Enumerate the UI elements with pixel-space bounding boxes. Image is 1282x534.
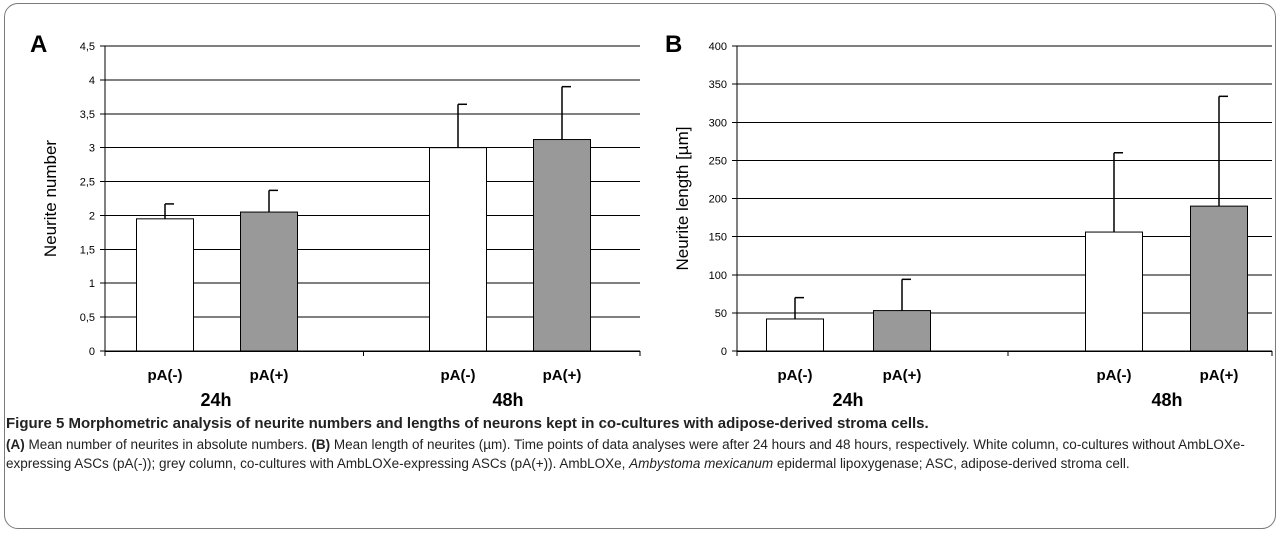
panel-label: A — [30, 31, 47, 58]
figure-frame — [4, 3, 1276, 529]
x-category-label: pA(-) — [1097, 367, 1132, 384]
x-group-label: 24h — [200, 390, 231, 410]
y-axis-label: Neurite length [µm] — [673, 127, 692, 271]
y-tick-label: 200 — [709, 194, 727, 206]
bar-pa-minus — [429, 147, 487, 352]
bar-pa-plus — [1190, 205, 1248, 352]
y-tick-label: 0 — [89, 346, 95, 358]
y-tick-label: 2 — [89, 210, 95, 222]
x-category-label: pA(-) — [148, 367, 183, 384]
caption-tail: epidermal lipoxygenase; ASC, adipose-der… — [773, 456, 1130, 471]
y-tick-label: 100 — [709, 270, 727, 282]
y-tick-label: 250 — [709, 155, 727, 167]
y-axis-label: Neurite number — [41, 140, 60, 258]
panel-b: B 0 50 100 150 200 250 300 350 400 Neurite length … — [665, 31, 1273, 410]
y-tick-label: 1 — [89, 278, 95, 290]
y-tick-label: 1,5 — [80, 244, 95, 256]
bar-pa-plus — [873, 310, 931, 352]
y-tick-label: 400 — [709, 41, 727, 53]
y-tick-label: 4,5 — [80, 41, 95, 53]
bar-pa-minus — [1085, 231, 1143, 352]
bar-pa-plus — [533, 139, 591, 352]
y-tick-label: 4 — [89, 75, 95, 87]
bar-pa-minus — [766, 318, 824, 352]
x-category-label: pA(+) — [543, 367, 582, 384]
y-tick-label: 350 — [709, 79, 727, 91]
bar-pa-minus — [136, 218, 194, 352]
y-tick-label: 0 — [721, 346, 727, 358]
caption-a-text: Mean number of neurites in absolute numb… — [24, 436, 312, 452]
x-group-label: 48h — [492, 390, 523, 410]
caption-a-label: (A) — [6, 436, 25, 452]
y-tick-label: 3,5 — [80, 109, 95, 121]
x-category-label: pA(+) — [883, 367, 922, 384]
y-tick-label: 3 — [89, 143, 95, 155]
x-category-label: pA(+) — [1200, 367, 1239, 384]
x-category-label: pA(-) — [441, 367, 476, 384]
caption-title: Figure 5 Morphometric analysis of neurit… — [6, 415, 929, 432]
y-tick-label: 50 — [715, 308, 727, 320]
x-category-label: pA(-) — [778, 367, 813, 384]
x-group-label: 48h — [1151, 390, 1182, 410]
x-category-label: pA(+) — [250, 367, 289, 384]
y-tick-label: 300 — [709, 117, 727, 129]
y-tick-label: 0,5 — [80, 312, 95, 324]
figure-caption: Figure 5 Morphometric analysis of neurit… — [6, 414, 1274, 474]
y-tick-label: 150 — [709, 232, 727, 244]
y-tick-label: 2,5 — [80, 177, 95, 189]
panel-label: B — [665, 31, 682, 58]
caption-b-text: Mean length of neurites (µm). Time point… — [6, 436, 1245, 472]
figure-charts: A 0 0,5 1 1,5 2 2,5 3 3,5 4 4,5 Neurite number pA(-)… — [30, 31, 1273, 410]
x-group-label: 24h — [832, 390, 863, 410]
bar-pa-plus — [240, 211, 298, 352]
caption-b-label: (B) — [311, 436, 331, 452]
panel-a: A 0 0,5 1 1,5 2 2,5 3 3,5 4 4,5 Neurite number pA(-)… — [30, 31, 641, 410]
caption-species: Ambystoma mexicanum — [629, 456, 774, 471]
